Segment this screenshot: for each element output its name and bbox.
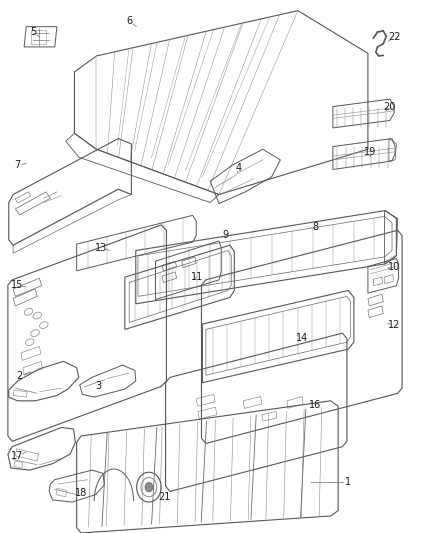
Text: 15: 15 [11,280,24,290]
Text: 16: 16 [309,400,321,410]
Text: 17: 17 [11,451,24,461]
Text: 14: 14 [296,334,308,343]
Text: 13: 13 [95,243,107,253]
Text: 4: 4 [236,163,242,173]
Text: 5: 5 [30,27,36,37]
Text: 9: 9 [223,230,229,239]
Circle shape [145,482,153,492]
Text: 22: 22 [388,33,400,42]
Text: 6: 6 [126,17,132,26]
Text: 12: 12 [388,320,400,330]
Text: 1: 1 [345,478,351,487]
Text: 20: 20 [384,102,396,111]
Text: 2: 2 [17,371,23,381]
Text: 7: 7 [14,160,21,170]
Text: 8: 8 [312,222,318,231]
Text: 18: 18 [75,488,87,498]
Text: 3: 3 [95,382,102,391]
Text: 19: 19 [364,147,376,157]
Text: 21: 21 [158,492,170,502]
Text: 11: 11 [191,272,203,282]
Text: 10: 10 [388,262,400,271]
